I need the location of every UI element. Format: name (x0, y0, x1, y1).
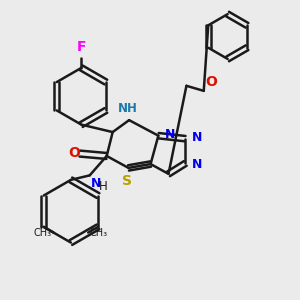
Text: N: N (165, 128, 175, 141)
Text: N: N (91, 177, 101, 190)
Text: NH: NH (118, 102, 137, 115)
Text: H: H (99, 180, 107, 193)
Text: O: O (205, 75, 217, 89)
Text: S: S (122, 175, 132, 188)
Text: CH₃: CH₃ (34, 228, 52, 238)
Text: CH₃: CH₃ (90, 228, 108, 238)
Text: N: N (192, 131, 202, 144)
Text: O: O (68, 146, 80, 160)
Text: N: N (192, 158, 202, 171)
Text: F: F (76, 40, 86, 54)
